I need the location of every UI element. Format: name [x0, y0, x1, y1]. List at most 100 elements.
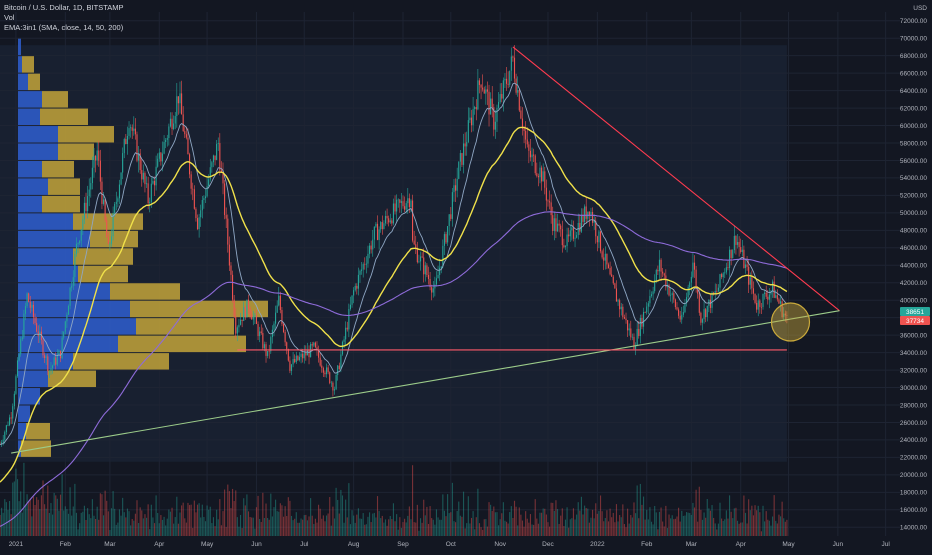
volume-bar	[161, 519, 164, 536]
volume-bar	[37, 499, 39, 536]
candle	[145, 183, 148, 185]
candle	[649, 296, 651, 304]
volume-bar	[641, 504, 643, 536]
volume-bar	[348, 483, 350, 536]
volume-bar	[244, 505, 246, 536]
candle	[50, 368, 52, 371]
candle	[456, 178, 458, 191]
volume-bar	[251, 517, 253, 536]
volume-bar	[703, 512, 705, 536]
candle	[96, 150, 98, 161]
candle	[163, 142, 165, 154]
volume-bar	[544, 508, 546, 536]
candle	[458, 161, 460, 179]
volume-bar	[475, 517, 477, 536]
volume-bar	[622, 504, 624, 536]
candle	[692, 262, 694, 277]
candle	[571, 227, 573, 231]
volume-bar	[701, 519, 704, 536]
volume-bar	[700, 509, 702, 536]
vp-bar-down	[73, 248, 133, 265]
vp-bar-down	[136, 318, 234, 335]
y-tick-label: 40000.00	[900, 298, 927, 305]
y-tick-label: 18000.00	[900, 490, 927, 497]
price-tag-label: 38651	[906, 309, 924, 316]
volume-bar	[290, 515, 293, 536]
candle	[561, 229, 563, 246]
y-tick-label: 14000.00	[900, 525, 927, 532]
candle	[386, 215, 388, 219]
candle	[168, 126, 170, 139]
candle	[415, 244, 417, 248]
symbol-title: Bitcoin / U.S. Dollar, 1D, BITSTAMP	[4, 3, 124, 12]
volume-bar	[713, 517, 715, 536]
candle	[300, 353, 302, 357]
candle	[450, 214, 452, 219]
candle	[233, 299, 235, 316]
candle	[362, 264, 364, 270]
x-tick-label: May	[782, 541, 795, 548]
candle	[369, 245, 371, 254]
candle	[161, 153, 164, 162]
volume-bar	[542, 508, 544, 536]
chart-legend: Bitcoin / U.S. Dollar, 1D, BITSTAMP Vol …	[4, 3, 123, 33]
ema-label: EMA:3in1 (SMA, close, 14, 50, 200)	[4, 23, 124, 32]
candle	[378, 229, 380, 240]
candle	[472, 109, 474, 126]
candle	[609, 268, 611, 275]
y-tick-label: 34000.00	[900, 350, 927, 357]
candle	[732, 250, 734, 259]
candle	[443, 234, 445, 246]
x-tick-label: Oct	[446, 541, 456, 548]
candle	[216, 143, 218, 160]
candle	[90, 183, 92, 190]
candle	[706, 305, 708, 318]
candle	[614, 283, 616, 289]
candle	[335, 374, 337, 390]
volume-bar	[577, 502, 579, 536]
candle	[303, 351, 305, 359]
volume-bar	[459, 515, 461, 536]
volume-bar	[214, 526, 216, 536]
volume-bar	[402, 522, 404, 536]
candle	[203, 198, 205, 201]
candle	[426, 265, 428, 276]
volume-bar	[122, 497, 124, 536]
volume-bar	[185, 522, 187, 536]
candle	[620, 306, 622, 310]
candle	[193, 189, 195, 209]
volume-bar	[130, 525, 132, 536]
volume-bar	[34, 504, 36, 536]
volume-bar	[383, 522, 385, 536]
volume-bar	[592, 509, 594, 536]
vp-bar-down	[58, 126, 114, 143]
volume-bar	[706, 498, 708, 536]
volume-bar	[472, 511, 474, 536]
volume-bar	[741, 522, 743, 536]
time-axis: 2021 Feb Mar Apr May Jun Jul Aug Sep Oct Nov Dec 202…	[9, 541, 891, 548]
vp-bar-down	[73, 213, 143, 230]
volume-bar	[112, 491, 114, 536]
candle	[759, 300, 761, 307]
volume-bar	[676, 516, 678, 536]
candle	[566, 234, 568, 247]
volume-bar	[93, 515, 95, 536]
candle	[31, 304, 33, 308]
volume-bar	[24, 505, 27, 536]
candle	[447, 226, 449, 243]
volume-bar	[319, 508, 321, 536]
candle	[601, 251, 603, 258]
volume-bar	[466, 523, 468, 536]
volume-bar	[316, 522, 318, 536]
candle	[475, 107, 477, 110]
vp-bar-up	[18, 143, 58, 160]
candle	[615, 288, 618, 302]
volume-bar	[601, 511, 603, 536]
candle	[746, 264, 748, 267]
candle	[270, 337, 272, 352]
volume-bar	[657, 529, 659, 536]
y-tick-label: 30000.00	[900, 385, 927, 392]
candle	[695, 269, 697, 288]
